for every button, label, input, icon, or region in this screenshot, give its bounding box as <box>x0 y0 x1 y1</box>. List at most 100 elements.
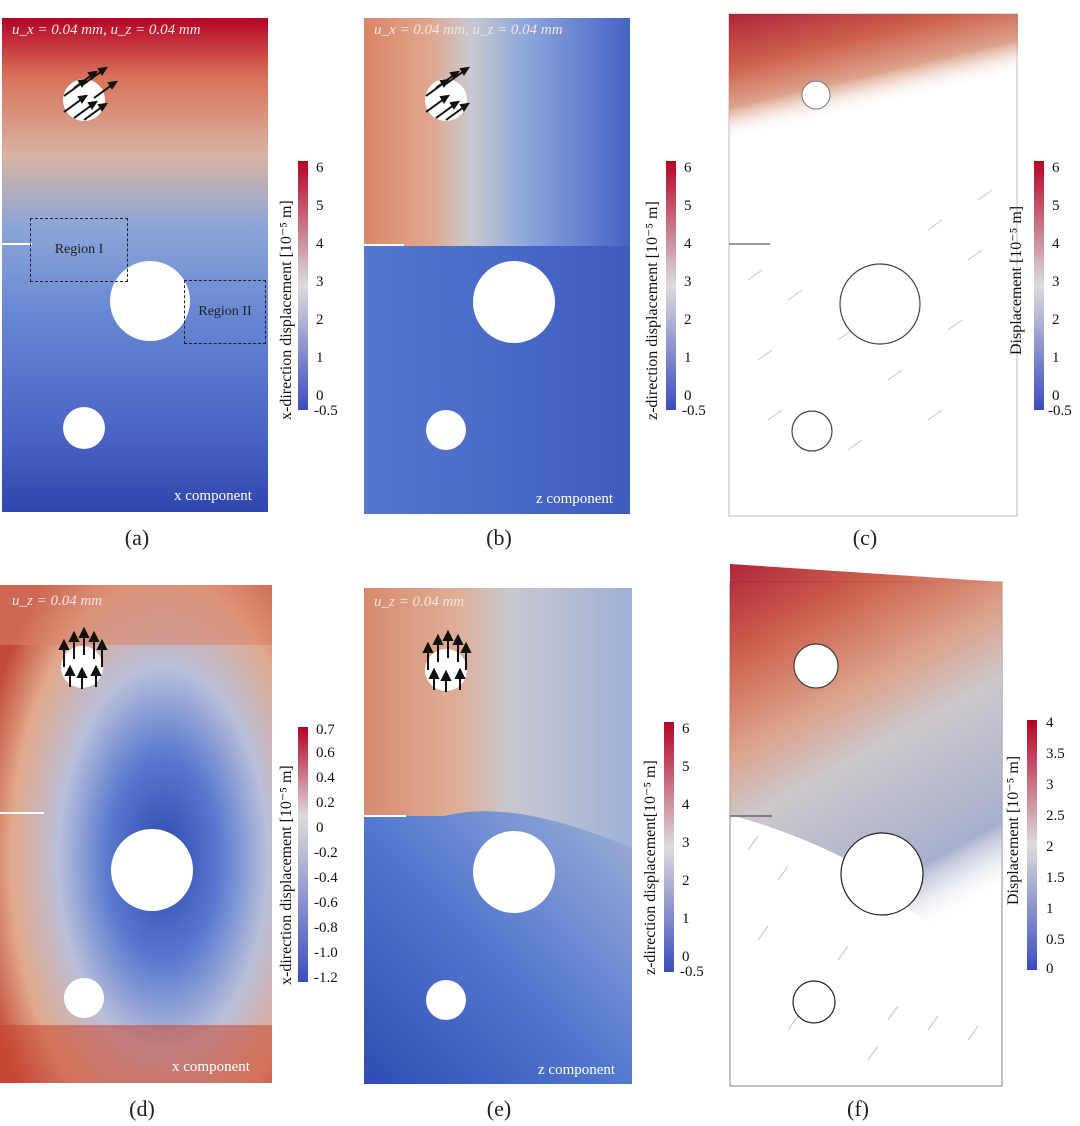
load-label: u_x = 0.04 mm, u_z = 0.04 mm <box>374 22 563 38</box>
region-i-label: Region I <box>54 242 104 257</box>
tick: 0 <box>1046 961 1054 977</box>
caption-d: (d) <box>129 1096 155 1121</box>
z-displacement-field-b <box>364 18 630 514</box>
tick: 1 <box>1052 350 1060 366</box>
tick: 0.5 <box>1046 932 1065 948</box>
colorbar-a <box>298 161 308 415</box>
x-displacement-field-d <box>0 585 272 1083</box>
hole-bottom <box>64 978 104 1018</box>
tick: -0.5 <box>680 964 704 980</box>
tick: 1 <box>316 350 324 366</box>
hole-center <box>111 829 193 911</box>
tick: 0 <box>316 388 324 404</box>
tick: -1.2 <box>314 970 338 986</box>
component-label: z component <box>536 491 614 507</box>
tick: 2.5 <box>1046 808 1065 824</box>
region-i-box: Region I <box>30 218 128 282</box>
panel-a: u_x = 0.04 mm, u_z = 0.04 mm x component… <box>2 18 268 512</box>
tick: -1.0 <box>314 945 338 961</box>
colorbar-f-title: Displacement [10⁻⁵ m] <box>1005 755 1022 905</box>
tick: -0.6 <box>314 895 338 911</box>
panel-f <box>728 560 1010 1090</box>
tick: 4 <box>684 236 692 252</box>
colorbar-f <box>1027 720 1037 975</box>
colorbar-d-gradient <box>298 727 308 982</box>
colorbar-b-gradient <box>666 161 676 410</box>
tick: 2 <box>682 873 690 889</box>
colorbar-c-gradient <box>1034 161 1044 410</box>
panel-c <box>728 0 1020 518</box>
displacement-vector-field-c <box>728 13 1018 517</box>
tick: 3.5 <box>1046 746 1065 762</box>
panel-d: u_z = 0.04 mm x component <box>0 585 272 1083</box>
colorbar-c-title: Displacement [10⁻⁵ m] <box>1008 205 1025 355</box>
tick: -0.4 <box>314 870 338 886</box>
hole-center <box>473 261 555 343</box>
colorbar-d-title: x-direction displacement [10⁻⁵ m] <box>278 765 295 985</box>
tick: 3 <box>684 274 692 290</box>
colorbar-c <box>1034 161 1044 415</box>
component-label: x component <box>174 488 252 504</box>
load-label: u_z = 0.04 mm <box>374 594 465 610</box>
tick: 5 <box>316 198 324 214</box>
component-label: x component <box>172 1059 250 1075</box>
tick: 6 <box>1052 160 1060 176</box>
colorbar-e <box>664 722 674 977</box>
load-label: u_z = 0.04 mm <box>12 593 103 609</box>
region-ii-label: Region II <box>198 304 252 319</box>
tick: 3 <box>316 274 324 290</box>
hole-bottom <box>426 980 466 1020</box>
caption-f: (f) <box>847 1096 869 1121</box>
tick: 0 <box>1052 388 1060 404</box>
panel-b: u_x = 0.04 mm, u_z = 0.04 mm z component <box>364 18 630 514</box>
tick: 3 <box>1052 274 1060 290</box>
colorbar-d <box>298 727 308 987</box>
tick: 0.7 <box>316 722 335 738</box>
tick: 1.5 <box>1046 870 1065 886</box>
caption-c: (c) <box>852 525 878 550</box>
tick: 0 <box>684 388 692 404</box>
tick: 4 <box>682 797 690 813</box>
tick: 6 <box>684 160 692 176</box>
x-displacement-field-a <box>2 18 268 512</box>
tick: 4 <box>316 236 324 252</box>
tick: 0.6 <box>316 745 335 761</box>
tick: -0.2 <box>314 845 338 861</box>
tick: 0.4 <box>316 770 335 786</box>
colorbar-e-title: z-direction displacement[10⁻⁵ m] <box>642 760 659 975</box>
tick: 1 <box>684 350 692 366</box>
colorbar-b <box>666 161 676 415</box>
tick: 5 <box>684 198 692 214</box>
hole-bottom <box>426 410 466 450</box>
displacement-vector-field-f <box>729 564 1003 1087</box>
load-label: u_x = 0.04 mm, u_z = 0.04 mm <box>12 22 201 38</box>
tick: 3 <box>682 835 690 851</box>
tick: 4 <box>1052 236 1060 252</box>
colorbar-a-title: x-direction displacement [10⁻⁵ m] <box>278 200 295 420</box>
tick: 0 <box>682 949 690 965</box>
caption-b: (b) <box>486 525 512 550</box>
colorbar-e-gradient <box>664 722 674 972</box>
tick: -0.8 <box>314 920 338 936</box>
colorbar-b-title: z-direction displacement [10⁻⁵ m] <box>644 201 661 420</box>
hole-center <box>110 261 190 341</box>
tick: 0.2 <box>316 795 335 811</box>
tick: 4 <box>1046 715 1054 731</box>
tick: 6 <box>316 160 324 176</box>
tick: 1 <box>1046 901 1054 917</box>
hole-bottom <box>63 407 105 449</box>
caption-a: (a) <box>124 525 150 550</box>
component-label: z component <box>538 1062 616 1078</box>
hole-center <box>473 831 555 913</box>
colorbar-f-gradient <box>1027 720 1037 970</box>
tick: 3 <box>1046 777 1054 793</box>
tick: 5 <box>682 759 690 775</box>
tick: 1 <box>682 911 690 927</box>
tick: 5 <box>1052 198 1060 214</box>
caption-e: (e) <box>486 1096 512 1121</box>
tick: -0.5 <box>1048 403 1072 419</box>
tick: 2 <box>1052 312 1060 328</box>
tick: 2 <box>684 312 692 328</box>
tick: 2 <box>316 312 324 328</box>
z-displacement-field-e <box>364 588 632 1084</box>
